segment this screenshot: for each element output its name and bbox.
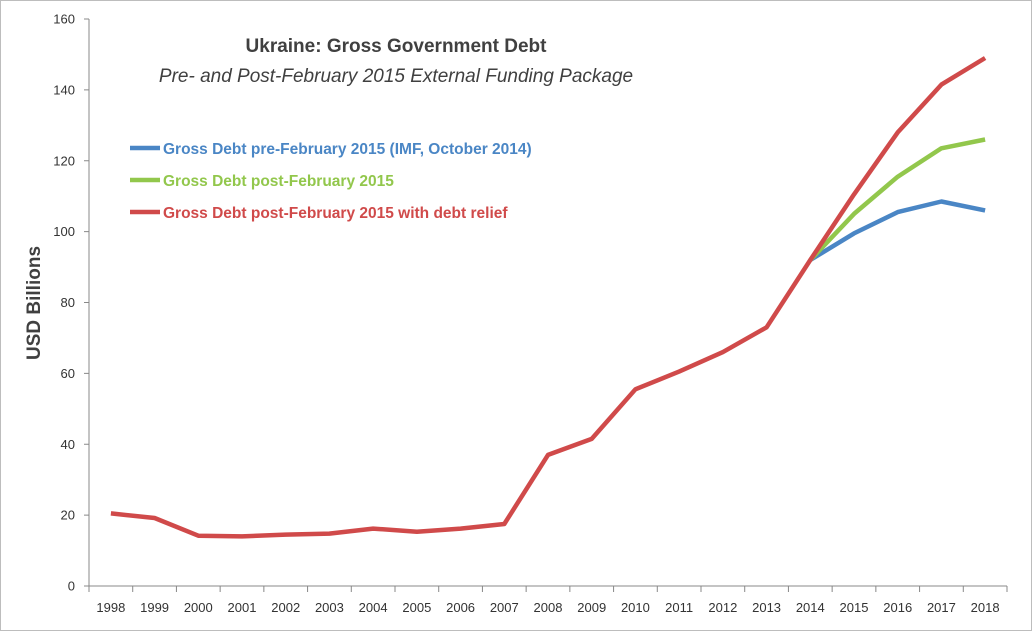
y-tick-label: 140 <box>53 82 75 97</box>
y-tick-label: 60 <box>61 366 75 381</box>
x-tick-label: 2006 <box>446 600 475 615</box>
y-axis-label: USD Billions <box>24 246 45 360</box>
x-tick-label: 2010 <box>621 600 650 615</box>
x-tick-label: 2003 <box>315 600 344 615</box>
chart-title: Ukraine: Gross Government Debt <box>246 36 548 57</box>
x-tick-label: 2008 <box>534 600 563 615</box>
y-tick-label: 40 <box>61 437 75 452</box>
x-tick-label: 2002 <box>271 600 300 615</box>
x-tick-label: 2016 <box>883 600 912 615</box>
x-tick-label: 2018 <box>971 600 1000 615</box>
series-line-1 <box>809 199 986 262</box>
series-layer <box>110 56 987 539</box>
x-tick-label: 1998 <box>96 600 125 615</box>
x-tick-label: 2017 <box>927 600 956 615</box>
y-tick-label: 160 <box>53 12 75 27</box>
x-tick-label: 2000 <box>184 600 213 615</box>
x-tick-label: 2009 <box>577 600 606 615</box>
series-line-2 <box>808 137 986 262</box>
y-tick-label: 80 <box>61 295 75 310</box>
y-tick-label: 100 <box>53 224 75 239</box>
x-tick-label: 2011 <box>665 600 693 615</box>
y-tick-label: 20 <box>61 508 75 523</box>
legend-label-1: Gross Debt pre-February 2015 (IMF, Octob… <box>163 141 532 158</box>
chart-subtitle: Pre- and Post-February 2015 External Fun… <box>159 66 633 87</box>
axes: 0 20 40 60 80 100 120 140 160 1998 1999 2000 2001 200… <box>53 12 1008 615</box>
x-tick-label: 2013 <box>752 600 781 615</box>
series-line-3 <box>110 56 987 539</box>
x-tick-label: 2004 <box>359 600 388 615</box>
y-tick-label: 0 <box>68 579 75 594</box>
x-tick-label: 2015 <box>840 600 869 615</box>
x-tick-label: 2012 <box>708 600 737 615</box>
legend: Gross Debt pre-February 2015 (IMF, Octob… <box>130 141 532 222</box>
x-tick-label: 2001 <box>228 600 257 615</box>
x-tick-label: 2005 <box>402 600 431 615</box>
x-tick-label: 2007 <box>490 600 519 615</box>
x-tick-label: 2014 <box>796 600 825 615</box>
legend-label-3: Gross Debt post-February 2015 with debt … <box>163 205 508 222</box>
y-tick-label: 120 <box>53 153 75 168</box>
x-tick-label: 1999 <box>140 600 169 615</box>
legend-label-2: Gross Debt post-February 2015 <box>163 173 394 190</box>
